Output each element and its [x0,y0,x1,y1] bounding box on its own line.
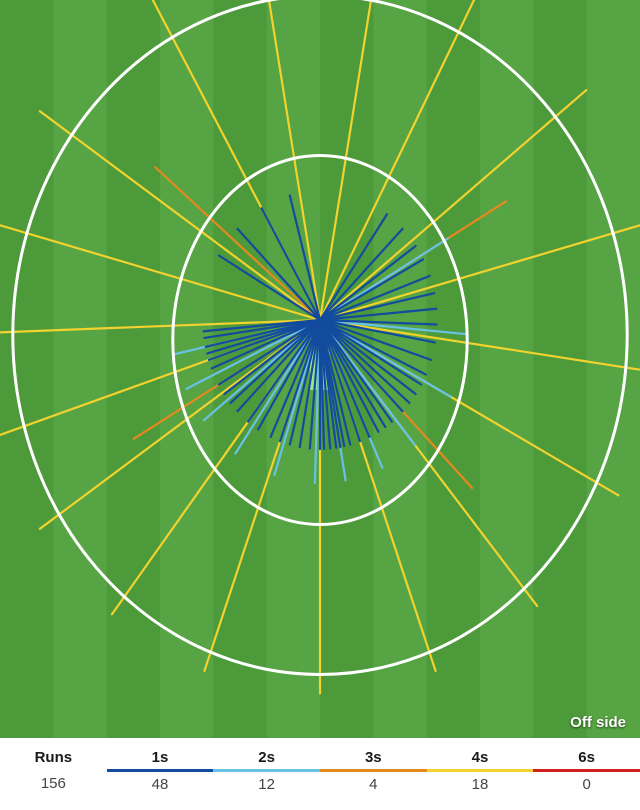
field-svg [0,0,640,738]
runs-total: 156 [0,771,107,798]
runs-header: Runs [0,743,107,771]
legend-header-3s: 3s [320,743,427,771]
wagon-wheel-chart: Off side Runs 1s 2s 3s 4s 6s 156 48 12 4… [0,0,640,797]
legend-value-1s: 48 [107,771,214,798]
legend-value-row: 156 48 12 4 18 0 [0,771,640,798]
legend-header-4s: 4s [427,743,534,771]
legend-header-2s: 2s [213,743,320,771]
legend-header-6s: 6s [533,743,640,771]
legend-value-2s: 12 [213,771,320,798]
legend-value-3s: 4 [320,771,427,798]
legend-table: Runs 1s 2s 3s 4s 6s 156 48 12 4 18 0 [0,743,640,797]
legend-value-4s: 18 [427,771,534,798]
legend-header-1s: 1s [107,743,214,771]
field-area: Off side [0,0,640,743]
legend-header-row: Runs 1s 2s 3s 4s 6s [0,743,640,771]
off-side-label: Off side [570,714,626,731]
legend-value-6s: 0 [533,771,640,798]
